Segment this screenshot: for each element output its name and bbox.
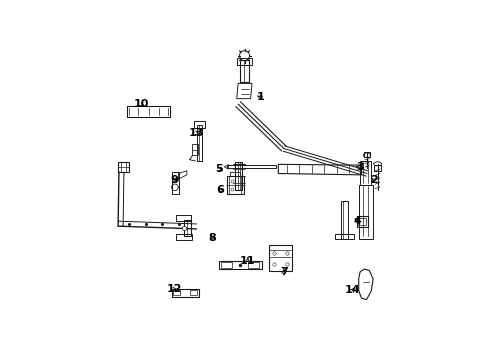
Bar	[117, 162, 128, 172]
Text: 5: 5	[215, 164, 222, 174]
Text: 6: 6	[216, 185, 224, 195]
Text: 10: 10	[133, 99, 148, 109]
Text: 7: 7	[280, 267, 287, 277]
Text: 4: 4	[353, 216, 361, 226]
Bar	[373, 165, 380, 171]
Text: 2: 2	[369, 175, 377, 185]
Text: 11: 11	[240, 256, 255, 266]
Text: 12: 12	[166, 284, 182, 294]
Bar	[189, 290, 196, 296]
Text: 13: 13	[188, 128, 204, 138]
Text: 8: 8	[207, 233, 215, 243]
Text: 1: 1	[256, 92, 264, 102]
Bar	[363, 152, 369, 157]
Text: 9: 9	[170, 175, 178, 185]
Bar	[173, 290, 180, 296]
Text: 14: 14	[344, 285, 360, 296]
Bar	[221, 262, 232, 268]
Bar	[357, 218, 366, 225]
Text: 3: 3	[356, 162, 363, 172]
Bar	[248, 262, 259, 268]
Bar	[356, 216, 367, 227]
